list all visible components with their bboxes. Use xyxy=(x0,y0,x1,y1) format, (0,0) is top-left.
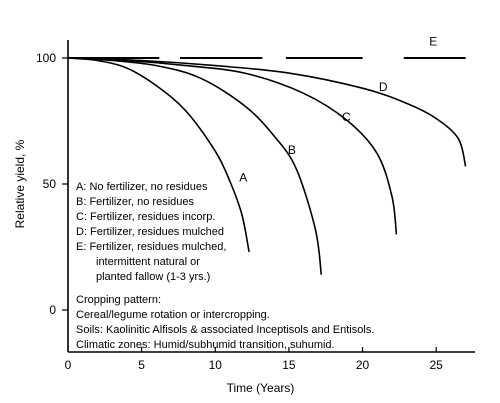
legend-entry: planted fallow (1-3 yrs.) xyxy=(96,271,210,283)
curve-label-e: E xyxy=(429,34,437,48)
x-tick-label: 0 xyxy=(65,358,72,372)
x-tick-label: 15 xyxy=(282,358,296,372)
series-line-a xyxy=(67,57,250,253)
legend-layer: A: No fertilizer, no residues B: Fertiliz… xyxy=(76,181,226,283)
series-layer xyxy=(67,57,467,275)
note-line: Cropping pattern: xyxy=(76,294,161,306)
series-line-c xyxy=(67,57,398,235)
legend-entry: A: No fertilizer, no residues xyxy=(76,181,208,193)
y-axis-label: Relative yield, % xyxy=(13,139,27,228)
note-line: Climatic zones: Humid/subhumid transitio… xyxy=(76,339,335,351)
notes-layer: Cropping pattern: Cereal/legume rotation … xyxy=(76,294,374,351)
y-tick-label: 100 xyxy=(36,51,56,65)
legend-entry: E: Fertilizer, residues mulched, xyxy=(76,241,226,253)
series-line-d xyxy=(67,57,467,167)
note-line: Cereal/legume rotation or intercropping. xyxy=(76,309,270,321)
curve-label-a: A xyxy=(239,170,247,184)
series-line-b xyxy=(67,57,323,275)
x-tick-label: 25 xyxy=(430,358,444,372)
legend-entry: intermittent natural or xyxy=(96,256,200,268)
curve-label-b: B xyxy=(288,143,296,157)
label-layer: A B C D E xyxy=(239,34,437,184)
x-tick-label: 10 xyxy=(209,358,223,372)
note-line: Soils: Kaolinitic Alfisols & associated … xyxy=(76,324,374,336)
curve-label-d: D xyxy=(379,80,388,94)
x-axis-label: Time (Years) xyxy=(227,381,295,395)
x-tick-label: 5 xyxy=(138,358,145,372)
curve-label-c: C xyxy=(342,110,351,124)
legend-entry: C: Fertilizer, residues incorp. xyxy=(76,211,215,223)
x-tick-label: 20 xyxy=(356,358,370,372)
legend-entry: D: Fertilizer, residues mulched xyxy=(76,226,224,238)
y-tick-label: 0 xyxy=(49,303,56,317)
axes-layer: 0 5 10 15 20 25 0 50 100 Time (Years) Relative yie… xyxy=(13,40,475,395)
y-tick-label: 50 xyxy=(43,177,57,191)
legend-entry: B: Fertilizer, no residues xyxy=(76,196,194,208)
